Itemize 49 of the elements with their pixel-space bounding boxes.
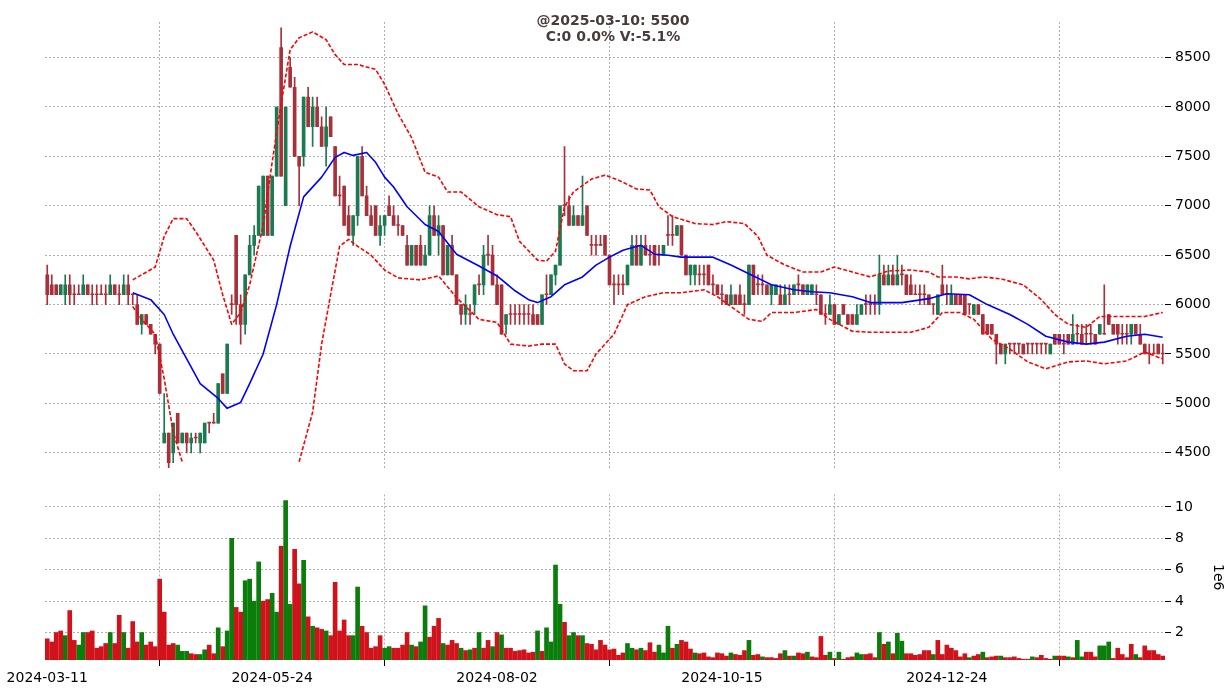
candlestick: [94, 284, 99, 305]
y-tick-label: 2: [1175, 623, 1184, 640]
candlestick: [513, 304, 517, 325]
x-tick-label: 2024-05-24: [231, 669, 313, 686]
candlestick: [468, 304, 472, 325]
candlestick: [1084, 324, 1089, 345]
y-tick-label: 6: [1175, 560, 1184, 577]
candlestick: [648, 244, 652, 266]
y-tick-label: 4: [1175, 591, 1184, 608]
candlestick: [918, 284, 922, 305]
candlestick: [396, 215, 400, 236]
y-axis-title: 1e6: [1210, 563, 1226, 591]
y-tick-label: 8500: [1175, 48, 1211, 65]
candlestick: [1088, 324, 1093, 345]
x-tick-label: 2024-08-02: [456, 669, 538, 686]
candlestick: [594, 235, 598, 256]
candlestick: [117, 284, 122, 305]
candlestick: [873, 294, 877, 315]
candlestick: [90, 284, 95, 305]
y-tick-label: 5000: [1175, 394, 1211, 411]
candlestick: [477, 274, 481, 296]
x-tick-label: 2024-10-15: [681, 669, 763, 686]
candlestick: [720, 284, 724, 305]
line-series: [131, 31, 1164, 329]
y-tick-label: 10: [1175, 497, 1193, 514]
candlestick: [864, 294, 868, 315]
candlestick: [1120, 324, 1125, 345]
x-tick-label: 2024-12-24: [906, 669, 988, 686]
y-tick-label: 6000: [1175, 295, 1211, 312]
candlestick: [76, 284, 81, 296]
chart-title: @2025-03-10: 5500: [535, 12, 691, 28]
y-tick-label: 7000: [1175, 196, 1211, 213]
y-tick-label: 7500: [1175, 147, 1211, 164]
y-tick-label: 5500: [1175, 344, 1211, 361]
y-tick-label: 8000: [1175, 97, 1211, 114]
candlestick: [666, 215, 670, 246]
candlestick: [1102, 284, 1107, 335]
candlestick: [99, 284, 104, 296]
y-tick-label: 8: [1175, 528, 1184, 545]
y-tick-label: 4500: [1175, 443, 1211, 460]
text: C:0 0.0% V:-5.1%: [544, 28, 682, 44]
candlestick: [1124, 324, 1129, 345]
y-tick-label: 6500: [1175, 245, 1211, 262]
x-tick-label: 2024-03-11: [6, 669, 88, 686]
candlestick: [621, 274, 625, 296]
candlestick: [522, 304, 526, 325]
candlestick: [103, 284, 108, 305]
candlestick: [72, 284, 77, 305]
candlestick: [162, 393, 167, 444]
